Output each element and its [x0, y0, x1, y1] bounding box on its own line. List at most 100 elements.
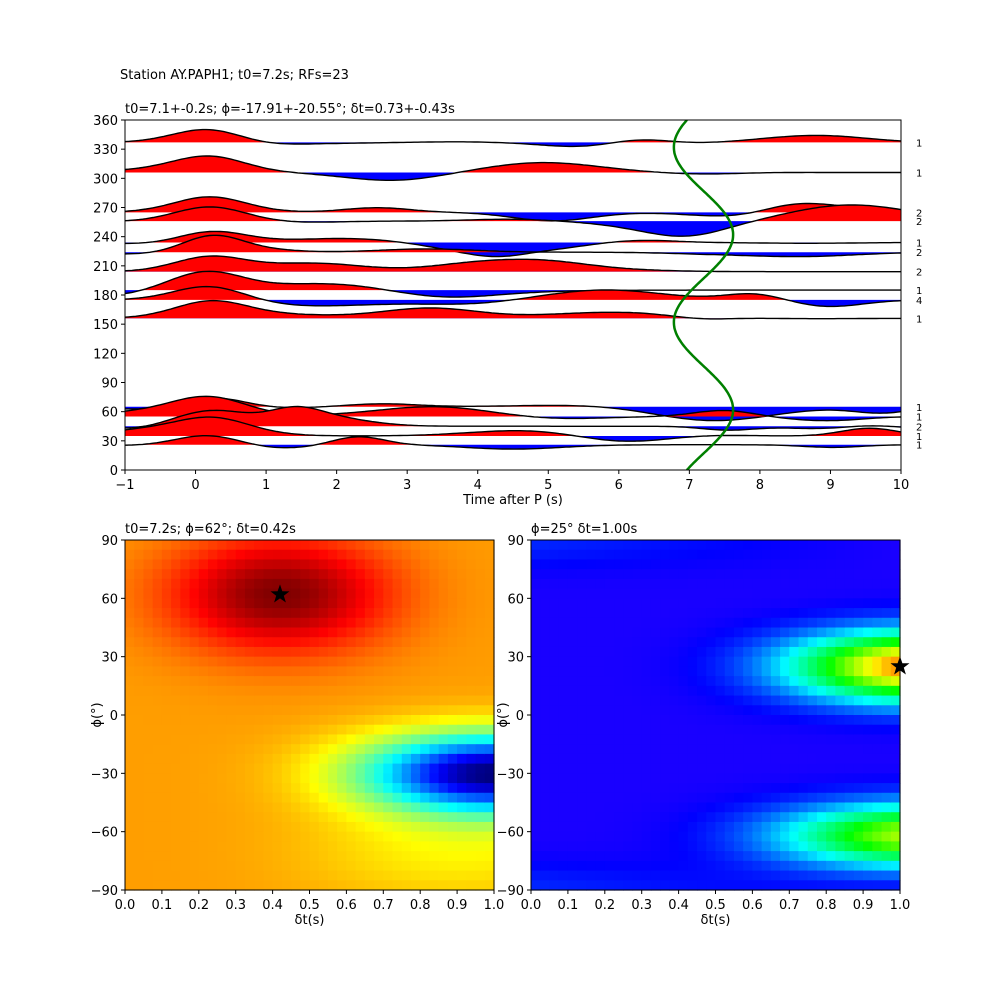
rf-trace-count: 1 [916, 403, 922, 414]
right-map-cell [595, 812, 606, 823]
right-map-cell [761, 860, 772, 872]
right-map-cell [872, 627, 883, 638]
rf-trace [125, 285, 901, 308]
left-map-cell [484, 812, 495, 823]
left-map-cell [291, 880, 301, 891]
right-map-cell [724, 783, 735, 794]
left-map-cell [447, 802, 458, 813]
right-map-cell [816, 783, 827, 794]
right-map-cell [687, 715, 698, 726]
left-map-cell [235, 588, 246, 599]
right-map-cell [890, 685, 901, 697]
left-map-cell [226, 666, 237, 677]
right-map-cell [872, 559, 883, 570]
left-map-cell [171, 666, 181, 677]
left-map-cell [300, 666, 311, 677]
right-map-cell [595, 569, 606, 580]
right-map-cell [669, 753, 680, 765]
left-map-cell [318, 724, 329, 736]
left-map-cell [198, 695, 209, 706]
right-map-cell [558, 831, 569, 842]
left-map-cell [318, 685, 329, 697]
left-map-cell [208, 549, 218, 561]
left-map-cell [447, 773, 458, 784]
left-map-cell [383, 763, 394, 774]
right-map-cell [632, 637, 643, 648]
left-map-cell [475, 666, 486, 677]
left-map-cell [438, 870, 449, 881]
right-map-cell [614, 549, 624, 561]
left-map-cell [226, 676, 237, 687]
left-map-cell [134, 860, 145, 872]
left-map-cell [420, 578, 431, 590]
right-map-cell [549, 880, 560, 891]
right-map-cell [770, 763, 781, 774]
right-map-cell [872, 783, 883, 794]
right-map-cell [761, 783, 772, 794]
left-map-cell [125, 656, 135, 667]
right-map-cell [770, 792, 781, 804]
left-map-cell [134, 880, 145, 891]
right-map-cell [577, 578, 587, 590]
right-map-cell [604, 685, 615, 697]
left-map-cell [291, 841, 301, 852]
right-map-cell [863, 724, 873, 736]
left-map-cell [318, 812, 329, 823]
right-map-cell [697, 559, 707, 570]
right-map-cell [835, 724, 846, 736]
right-map-cell [540, 676, 551, 687]
left-map-cell [484, 617, 495, 629]
left-map-cell [346, 792, 357, 804]
left-map-cell [401, 783, 412, 794]
left-map-cell [429, 666, 440, 677]
right-map-cell [863, 831, 873, 842]
right-map-cell [724, 685, 735, 697]
left-map-cell [180, 831, 191, 842]
right-map-cell [540, 734, 551, 745]
rf-trace [125, 435, 901, 450]
right-map-cell [835, 831, 846, 842]
left-map-cell [208, 637, 218, 648]
left-map-cell [401, 870, 412, 881]
energy-map-left: t0=7.2s; ϕ=62°; δt=0.42s 0.0 0.1 0.2 0.3 0.4… [90, 522, 504, 928]
right-map-cell [770, 831, 781, 842]
left-map-cell [337, 627, 347, 638]
right-map-cell [660, 666, 670, 677]
left-map-cell [457, 821, 467, 833]
left-map-cell [217, 870, 228, 881]
left-map-cell [125, 646, 135, 658]
right-map-cell [687, 695, 698, 706]
right-map-cell [770, 880, 781, 891]
left-map-cell [401, 734, 412, 745]
left-map-cell [309, 812, 320, 823]
left-map-cell [171, 685, 181, 697]
right-map-cell [743, 734, 753, 745]
right-map-cell [724, 851, 735, 862]
left-map-cell [355, 724, 366, 736]
right-map-y-tick-label: 90 [507, 534, 524, 549]
rf-trace-count: 1 [916, 441, 922, 452]
left-map-cell [152, 685, 163, 697]
right-map-cell [558, 851, 569, 862]
right-map-cell [641, 549, 652, 561]
right-map-cell [807, 821, 818, 833]
right-map-cell [881, 773, 892, 784]
right-map-cell [641, 783, 652, 794]
right-map-cell [780, 821, 790, 833]
left-map-cell [364, 734, 375, 745]
right-map-cell [549, 792, 560, 804]
left-map-cell [291, 831, 301, 842]
left-map-cell [235, 744, 246, 755]
right-map-cell [531, 744, 541, 755]
left-map-cell [198, 569, 209, 580]
left-map-cell [438, 646, 449, 658]
right-map-cell [780, 646, 790, 658]
right-map-cell [863, 617, 873, 629]
left-map-cell [337, 617, 347, 629]
right-map-cell [632, 608, 643, 619]
right-map-cell [807, 812, 818, 823]
right-map-cell [826, 763, 837, 774]
left-map-cell [272, 783, 283, 794]
left-map-cell [475, 841, 486, 852]
left-map-cell [134, 695, 145, 706]
